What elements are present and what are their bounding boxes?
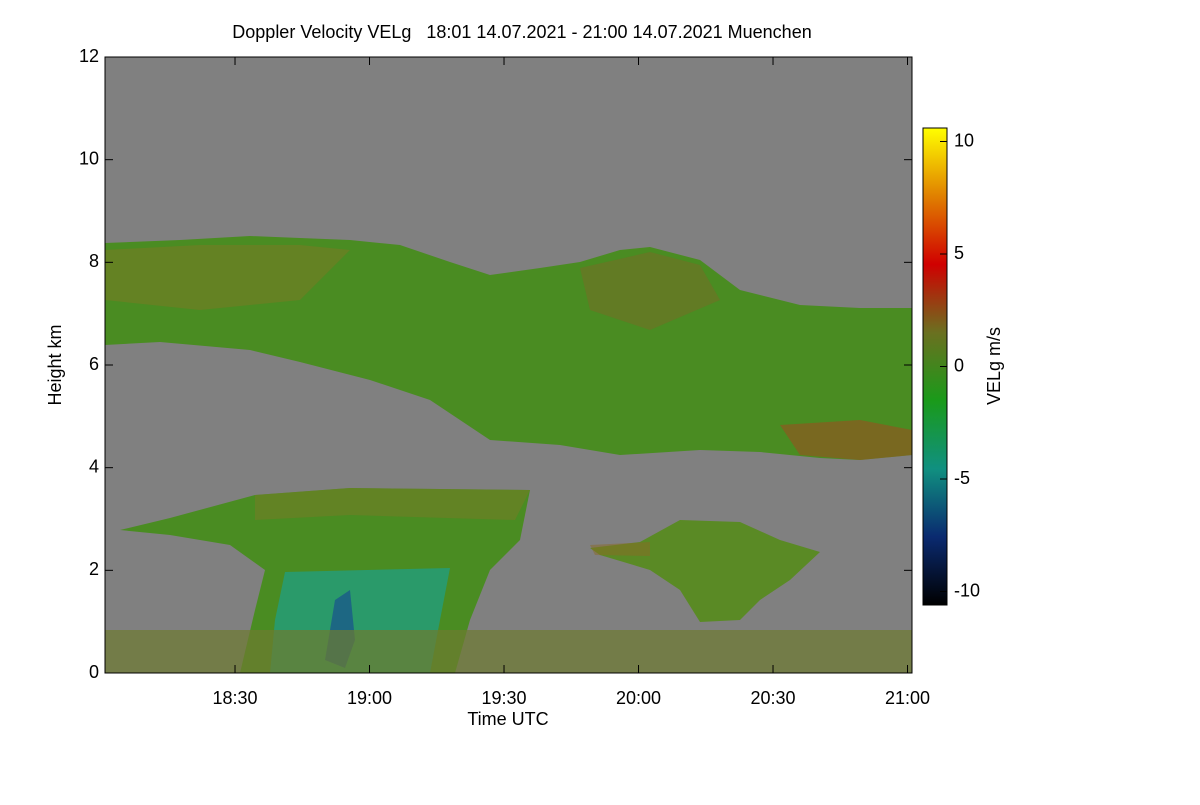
y-axis-label: Height km [45,324,65,405]
upper-cloud-olive [105,245,350,310]
colorbar-tick-label: -10 [954,580,980,600]
x-tick-label: 20:00 [616,688,661,708]
upper-cloud-olive [580,252,720,330]
y-tick-label: 2 [89,559,99,579]
x-axis-label: Time UTC [467,709,548,729]
x-tick-label: 19:00 [347,688,392,708]
colorbar-label: VELg m/s [984,327,1004,405]
colorbar-tick-label: 5 [954,243,964,263]
chart-title: Doppler Velocity VELg 18:01 14.07.2021 -… [232,22,811,42]
ground-clutter [105,630,912,673]
x-tick-label: 19:30 [481,688,526,708]
x-tick-label: 18:30 [212,688,257,708]
colorbar-tick-label: -5 [954,468,970,488]
y-tick-label: 10 [79,148,99,168]
lower-cloud-olive [255,488,530,520]
upper-cloud-red [780,420,912,460]
y-tick-label: 0 [89,662,99,682]
y-tick-label: 12 [79,46,99,66]
mid-cloud-olive [590,542,650,556]
y-tick-label: 8 [89,251,99,271]
y-tick-label: 4 [89,456,99,476]
x-tick-label: 21:00 [885,688,930,708]
echo-regions [105,236,912,673]
colorbar-tick-label: 0 [954,355,964,375]
y-tick-label: 6 [89,354,99,374]
colorbar-tick-label: 10 [954,130,974,150]
x-tick-label: 20:30 [750,688,795,708]
